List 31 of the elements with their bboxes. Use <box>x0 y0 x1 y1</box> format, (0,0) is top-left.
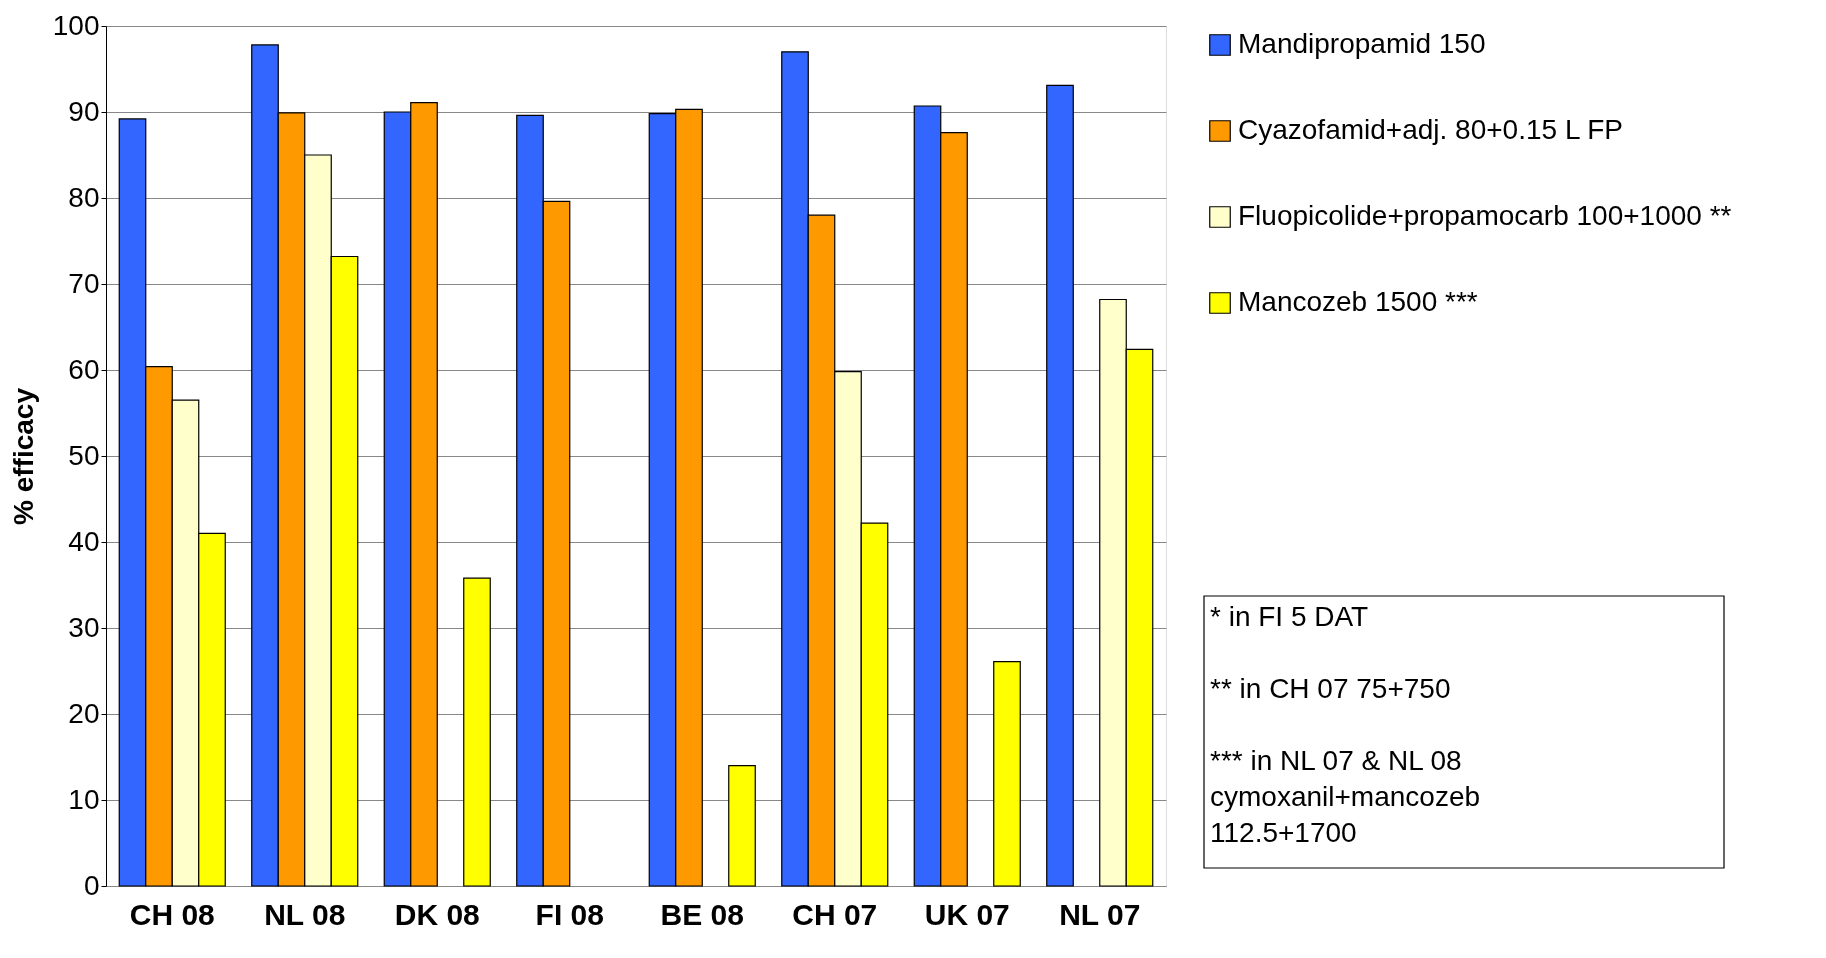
text: * in FI 5 DAT <box>1210 601 1369 632</box>
text: *** in NL 07 & NL 08 cymoxanil+mancozeb 112.5+1700 <box>1210 745 1481 848</box>
y-tick-label: 30 <box>68 611 100 643</box>
y-tick-label: 60 <box>68 353 100 385</box>
x-tick-label: CH 08 <box>129 897 215 931</box>
bar <box>1046 84 1074 887</box>
legend-label: Mandipropamid 150 <box>1238 28 1486 59</box>
x-tick-label: BE 08 <box>660 897 744 931</box>
y-tick-label: 100 <box>52 9 100 41</box>
y-tick-label: 90 <box>68 95 100 127</box>
bar <box>728 765 756 887</box>
bar <box>993 660 1021 887</box>
y-axis-title: % efficacy <box>7 387 39 525</box>
text: ** in CH 07 75+750 <box>1210 673 1451 704</box>
x-tick-label: DK 08 <box>394 897 480 931</box>
legend-label: Cyazofamid+adj. 80+0.15 L FP <box>1238 114 1623 145</box>
bar <box>463 577 491 887</box>
y-tick-label: 20 <box>68 697 100 729</box>
legend-label: Mancozeb 1500 *** <box>1238 286 1478 317</box>
x-tick-label: FI 08 <box>535 897 604 931</box>
x-tick-label: NL 08 <box>264 897 346 931</box>
y-tick-label: 70 <box>68 267 100 299</box>
x-tick-label: NL 07 <box>1059 897 1141 931</box>
x-tick-label: UK 07 <box>924 897 1010 931</box>
x-tick-label: CH 07 <box>792 897 878 931</box>
y-tick-label: 80 <box>68 181 100 213</box>
y-tick-label: 40 <box>68 525 100 557</box>
y-tick-label: 50 <box>68 439 100 471</box>
y-tick-label: 10 <box>68 783 100 815</box>
y-tick-label: 0 <box>83 869 100 901</box>
legend-label: Fluopicolide+propamocarb 100+1000 ** <box>1238 200 1732 231</box>
